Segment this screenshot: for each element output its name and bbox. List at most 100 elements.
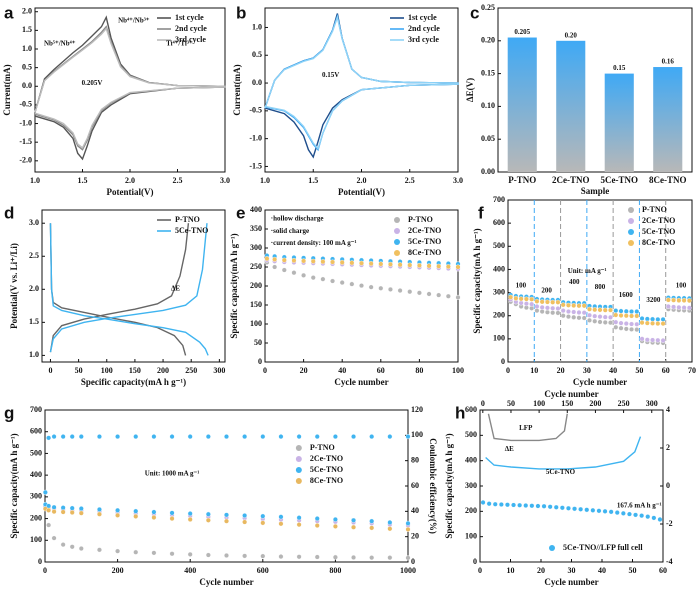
legend-swatch [295, 456, 302, 462]
data-point [223, 512, 229, 518]
data-point [539, 304, 545, 310]
legend-swatch [295, 445, 302, 451]
category-label: 8Ce-TNO [649, 175, 687, 185]
data-point [296, 434, 302, 440]
y-tick-label: -0.5 [19, 100, 32, 109]
legend-swatch [295, 478, 302, 484]
data-point [314, 554, 320, 560]
panel-label: e [236, 203, 245, 222]
annotation: ·current density: 100 mA g⁻¹ [271, 239, 357, 247]
annotation: 0.205V [82, 79, 103, 87]
data-point [629, 309, 635, 315]
data-point [592, 307, 598, 313]
data-point [660, 316, 666, 322]
annotation: 100 [676, 281, 687, 289]
y-tick-label: 0.0 [22, 81, 32, 90]
x-tick-label: 1.5 [78, 176, 88, 185]
y-tick-label: 500 [493, 241, 505, 250]
data-point [96, 506, 102, 512]
data-point [369, 525, 375, 531]
data-point [387, 526, 393, 532]
legend-label: P-TNO [310, 443, 335, 452]
data-point [572, 506, 578, 512]
x-tick-label: 250 [185, 366, 197, 375]
data-point [301, 258, 307, 264]
data-point [151, 514, 157, 520]
data-point [486, 501, 492, 507]
data-point [320, 259, 326, 265]
legend-swatch [628, 240, 634, 246]
legend-swatch [394, 228, 400, 234]
x-axis-label: Cycle number [199, 577, 253, 587]
x-tick-label: 100 [452, 366, 464, 375]
x-axis-label: Specific capacity(mA h g⁻¹) [81, 377, 186, 387]
y-axis-label: Specific capacity(mA h g⁻¹) [229, 233, 239, 338]
data-point [387, 286, 393, 292]
panel-label: h [455, 403, 465, 422]
y-tick-label: 300 [250, 243, 262, 252]
data-point [571, 314, 577, 320]
x-tick-label: 70 [688, 366, 696, 375]
data-point [550, 305, 556, 311]
data-point [681, 297, 687, 303]
data-point [115, 434, 121, 440]
data-point [272, 256, 278, 262]
x-tick-label: 60 [659, 566, 667, 575]
data-point [634, 309, 640, 315]
data-point [349, 281, 355, 287]
y-tick-label: 400 [250, 205, 262, 214]
x-tick-label: 50 [635, 366, 643, 375]
x-tick-label: 1.5 [308, 176, 318, 185]
annotation: 1600 [619, 291, 634, 299]
x-tick-label: 150 [129, 366, 141, 375]
x-tick-label: 100 [101, 366, 113, 375]
y-tick-label: 100 [30, 535, 42, 544]
data-point [205, 511, 211, 517]
data-point [639, 320, 645, 326]
data-point [281, 257, 287, 263]
data-point [96, 511, 102, 517]
data-point [571, 303, 577, 309]
x-tick-label: 0 [43, 566, 47, 575]
y2-tick-label: 0 [411, 557, 415, 566]
data-point [639, 336, 645, 342]
y-tick-label: 0.25 [481, 3, 495, 12]
y-tick-label: 100 [250, 319, 262, 328]
data-point [550, 299, 556, 305]
data-point [517, 502, 523, 508]
data-point [378, 285, 384, 291]
y-tick-label: -1.0 [19, 118, 32, 127]
data-point [544, 305, 550, 311]
y-tick-label: 1.5 [29, 317, 39, 326]
y-tick-label: 0.00 [481, 167, 495, 176]
y-tick-label: 0 [473, 557, 477, 566]
bar [604, 73, 634, 172]
data-point [581, 310, 587, 316]
x-tick-label: 2.0 [357, 176, 367, 185]
data-point [634, 313, 640, 319]
data-point [608, 509, 614, 515]
data-point [397, 288, 403, 294]
data-point [560, 313, 566, 319]
y-axis-label: Specific capacity(mA h g⁻¹) [9, 433, 19, 538]
annotation: 0.15V [322, 71, 339, 79]
data-point [586, 317, 592, 323]
x-tick-label: 0 [263, 366, 267, 375]
y-tick-label: 700 [30, 405, 42, 414]
data-point [242, 513, 248, 519]
legend-label: 8Ce-TNO [642, 238, 675, 247]
data-point [320, 276, 326, 282]
y-tick-label: 400 [465, 455, 477, 464]
data-point [618, 320, 624, 326]
annotation: ΔE [505, 445, 514, 453]
data-point [592, 318, 598, 324]
data-point [492, 501, 498, 507]
x-axis-label: Cycle number [573, 377, 627, 387]
data-point [46, 522, 52, 528]
data-point [655, 337, 661, 343]
value-label: 0.20 [565, 31, 578, 39]
data-point [681, 305, 687, 311]
data-point [310, 258, 316, 264]
annotation: LFP [519, 424, 533, 432]
data-point [608, 314, 614, 320]
